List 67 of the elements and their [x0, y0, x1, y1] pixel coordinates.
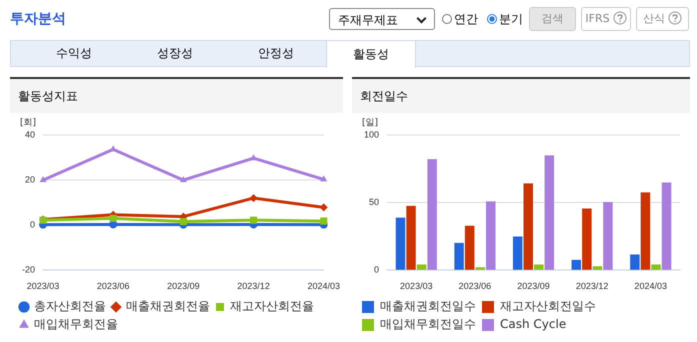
- legend-label: 재고자산회전일수: [500, 299, 596, 314]
- legend-label: 매입채무회전율: [34, 317, 118, 332]
- bar: [427, 159, 437, 270]
- text: 연간: [453, 11, 478, 28]
- legend-label: 재고자산회전율: [230, 299, 314, 314]
- x-tick-label: 2023/09: [167, 281, 200, 292]
- text: 성장성: [156, 45, 194, 62]
- y-tick-label: 40: [24, 129, 36, 140]
- bar: [416, 264, 426, 270]
- point: [180, 218, 187, 226]
- point: [40, 176, 46, 182]
- point: [110, 214, 117, 222]
- bar: [582, 208, 592, 270]
- y-tick-label: 20: [24, 174, 36, 185]
- point: [320, 203, 328, 212]
- y-axis-title: [회]: [20, 118, 36, 128]
- bar: [396, 218, 406, 270]
- x-tick-label: 2023/03: [26, 281, 60, 292]
- point: [180, 176, 187, 182]
- x-tick-label: 2023/06: [458, 281, 492, 292]
- bar: [464, 226, 474, 270]
- x-tick-label: 2023/09: [517, 281, 550, 292]
- y-tick-label: 0: [374, 264, 380, 275]
- text: 투자분석: [10, 10, 66, 28]
- bar: [630, 254, 640, 270]
- text: 분기: [498, 11, 523, 28]
- bar: [512, 236, 522, 270]
- chart-title: 회전일수: [352, 79, 690, 113]
- x-tick-label: 2023/12: [237, 281, 270, 292]
- text: 검색: [529, 7, 576, 31]
- x-tick-label: 2023/06: [96, 281, 130, 292]
- x-tick-label: 2024/03: [307, 281, 340, 292]
- x-tick-label: 2024/03: [634, 281, 667, 292]
- text: 안정성: [257, 45, 295, 62]
- bar: [640, 192, 650, 270]
- x-tick-label: 2023/03: [400, 281, 433, 292]
- y-tick-label: 100: [364, 129, 380, 140]
- bar: [523, 183, 533, 270]
- bar: [454, 242, 464, 270]
- legend-label: 매출채권회전일수: [380, 299, 476, 314]
- legend-label: 총자산회전율: [34, 299, 106, 314]
- text: 주재무제표: [329, 8, 435, 30]
- bar: [486, 201, 496, 270]
- bar: [572, 260, 582, 270]
- bar: [662, 182, 672, 270]
- legend-label: 매입채무회전일수: [380, 317, 476, 332]
- x-tick-label: 2023/12: [576, 281, 608, 292]
- bar: [603, 202, 613, 270]
- text: 산식: [636, 7, 689, 31]
- point: [320, 175, 328, 182]
- bar: [406, 206, 416, 270]
- text: 활동성: [326, 40, 416, 68]
- legend-label: 매출채권회전율: [126, 299, 210, 314]
- bar: [544, 155, 554, 270]
- y-tick-label: 50: [369, 197, 380, 208]
- legend-label: Cash Cycle: [500, 317, 566, 332]
- text: 수익성: [55, 45, 93, 62]
- y-tick-label: 0: [30, 220, 36, 230]
- bar: [534, 264, 544, 270]
- point: [320, 218, 328, 225]
- bar: [475, 267, 485, 270]
- y-tick-label: -20: [22, 264, 36, 275]
- text: IFRS: [581, 7, 631, 31]
- point: [250, 216, 258, 224]
- y-axis-title: [일]: [362, 118, 378, 128]
- bar: [651, 264, 661, 270]
- chart-title: 활동성지표: [10, 79, 343, 113]
